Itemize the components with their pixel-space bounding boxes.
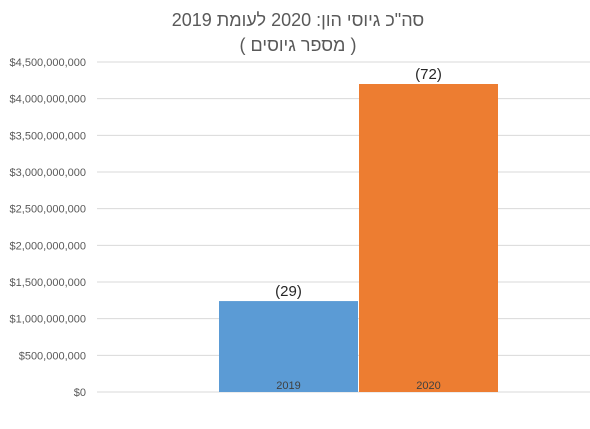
chart-title: סה"כ גיוסי הון: 2020 לעומת 2019 (172, 10, 425, 30)
y-tick-label: $3,500,000,000 (10, 130, 86, 142)
bar-2019 (219, 301, 358, 392)
y-axis: $0 $500,000,000 $1,000,000,000 $1,500,000,0… (10, 57, 86, 399)
y-tick-label: $4,000,000,000 (10, 94, 86, 106)
x-category-label: 2019 (276, 380, 300, 392)
bar-2020 (359, 84, 498, 392)
y-tick-label: $1,500,000,000 (10, 277, 86, 289)
bars: (29) 2019 (72) 2020 (219, 66, 498, 392)
y-tick-label: $2,500,000,000 (10, 204, 86, 216)
x-category-label: 2020 (416, 380, 440, 392)
data-label-2020: (72) (415, 66, 442, 83)
y-tick-label: $1,000,000,000 (10, 314, 86, 326)
y-tick-label: $4,500,000,000 (10, 57, 86, 69)
chart-subtitle: ( מספר גיוסים ) (240, 35, 357, 55)
gridlines (97, 61, 590, 393)
y-tick-label: $3,000,000,000 (10, 167, 86, 179)
y-tick-label: $0 (74, 387, 86, 399)
data-label-2019: (29) (275, 283, 302, 300)
y-tick-label: $500,000,000 (19, 350, 86, 362)
y-tick-label: $2,000,000,000 (10, 240, 86, 252)
